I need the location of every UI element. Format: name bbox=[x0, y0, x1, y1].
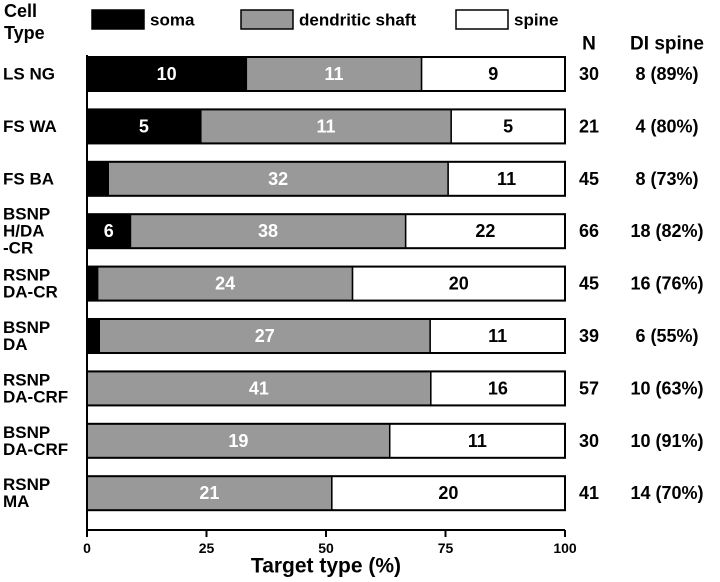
bar-segment-spine bbox=[404, 213, 566, 249]
x-tick-label: 100 bbox=[553, 540, 577, 556]
bar-value-label-spine: 11 bbox=[497, 169, 516, 189]
bar-value-label-spine: 11 bbox=[488, 326, 507, 346]
di-spine-value: 10 (63%) bbox=[630, 378, 703, 398]
legend-swatch-soma bbox=[91, 9, 145, 30]
di-spine-value: 8 (73%) bbox=[635, 169, 698, 189]
bar-value-label-spine: 11 bbox=[468, 431, 487, 451]
x-axis-title: Target type (%) bbox=[251, 555, 401, 578]
bar-value-label-soma: 10 bbox=[157, 64, 177, 84]
bar-value-label-spine: 9 bbox=[488, 64, 498, 84]
n-value: 21 bbox=[579, 116, 599, 136]
di-spine-value: 8 (89%) bbox=[635, 64, 698, 84]
column-header-n: N bbox=[582, 34, 596, 55]
row-label: RSNP bbox=[3, 266, 50, 285]
bar-value-label-dendritic-shaft: 19 bbox=[228, 431, 248, 451]
bar-segment-dendritic-shaft bbox=[245, 56, 423, 92]
row-label: LS NG bbox=[3, 65, 55, 84]
n-value: 30 bbox=[579, 64, 599, 84]
bar-value-label-dendritic-shaft: 21 bbox=[199, 483, 219, 503]
bar-value-label-spine: 5 bbox=[503, 116, 513, 136]
di-spine-value: 6 (55%) bbox=[635, 326, 698, 346]
row-label: DA-CRF bbox=[3, 387, 68, 406]
x-tick-label: 75 bbox=[438, 540, 454, 556]
row-label: FS BA bbox=[3, 169, 54, 188]
x-tick-label: 0 bbox=[83, 540, 91, 556]
column-header-di-spine: DI spine bbox=[630, 34, 704, 55]
row-label: BSNP bbox=[3, 318, 50, 337]
legend-label-dendritic-shaft: dendritic shaft bbox=[299, 11, 416, 30]
bar-segment-soma bbox=[86, 265, 99, 302]
bar-value-label-spine: 20 bbox=[438, 483, 458, 503]
di-spine-value: 10 (91%) bbox=[630, 431, 703, 451]
bar-value-label-dendritic-shaft: 24 bbox=[215, 274, 235, 294]
legend-swatch-dendritic-shaft bbox=[240, 9, 294, 30]
row-label: FS WA bbox=[3, 117, 57, 136]
bar-segment-soma bbox=[86, 161, 109, 197]
n-value: 45 bbox=[579, 274, 599, 294]
row-label: RSNP bbox=[3, 370, 50, 389]
row-label: MA bbox=[3, 492, 29, 511]
legend-label-soma: soma bbox=[150, 11, 195, 30]
di-spine-value: 14 (70%) bbox=[630, 483, 703, 503]
bar-segment-dendritic-shaft bbox=[96, 265, 354, 302]
row-label: BSNP bbox=[3, 423, 50, 442]
y-axis-title-line: Cell bbox=[4, 1, 37, 21]
n-value: 66 bbox=[579, 221, 599, 241]
bar-value-label-spine: 16 bbox=[488, 378, 508, 398]
bar-segment-soma bbox=[86, 318, 101, 354]
bar-value-label-spine: 22 bbox=[475, 221, 495, 241]
bar-segment-spine bbox=[447, 161, 566, 197]
bar-value-label-dendritic-shaft: 27 bbox=[255, 326, 275, 346]
row-label: H/DA bbox=[3, 222, 45, 241]
row-label: DA-CRF bbox=[3, 440, 68, 459]
bar-value-label-dendritic-shaft: 41 bbox=[249, 378, 269, 398]
n-value: 41 bbox=[579, 483, 599, 503]
y-axis-title-line: Type bbox=[4, 23, 45, 43]
n-value: 57 bbox=[579, 378, 599, 398]
di-spine-value: 18 (82%) bbox=[630, 221, 703, 241]
row-label: DA bbox=[3, 335, 28, 354]
legend-label-spine: spine bbox=[514, 11, 558, 30]
n-value: 30 bbox=[579, 431, 599, 451]
n-value: 45 bbox=[579, 169, 599, 189]
x-tick-label: 25 bbox=[199, 540, 215, 556]
bar-value-label-dendritic-shaft: 11 bbox=[316, 116, 335, 136]
bar-value-label-spine: 20 bbox=[449, 274, 469, 294]
bar-segment-spine bbox=[450, 108, 566, 145]
di-spine-value: 4 (80%) bbox=[635, 116, 698, 136]
bar-value-label-dendritic-shaft: 38 bbox=[258, 221, 278, 241]
row-label: RSNP bbox=[3, 475, 50, 494]
bar-value-label-soma: 5 bbox=[139, 116, 149, 136]
di-spine-value: 16 (76%) bbox=[630, 274, 703, 294]
row-label: -CR bbox=[3, 239, 33, 258]
legend-swatch-spine bbox=[455, 9, 509, 30]
bar-value-label-soma: 6 bbox=[104, 221, 114, 241]
row-label: BSNP bbox=[3, 205, 50, 224]
row-label: DA-CR bbox=[3, 283, 58, 302]
x-tick-label: 50 bbox=[318, 540, 334, 556]
bar-value-label-dendritic-shaft: 11 bbox=[324, 64, 343, 84]
bar-value-label-dendritic-shaft: 32 bbox=[268, 169, 288, 189]
n-value: 39 bbox=[579, 326, 599, 346]
